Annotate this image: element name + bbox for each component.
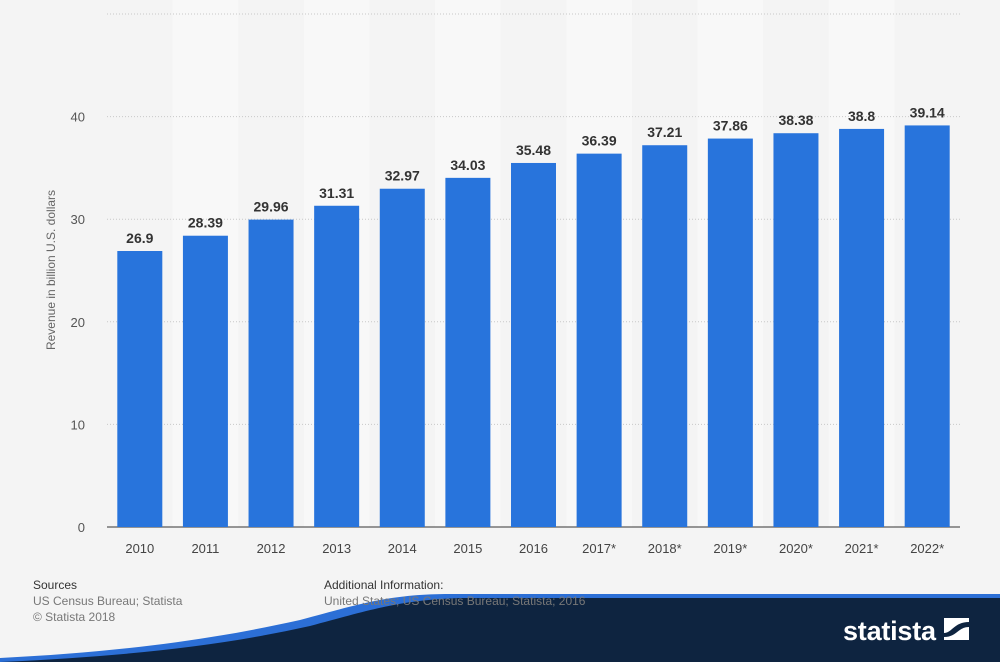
bar-2019 — [707, 138, 753, 527]
data-label: 32.97 — [385, 168, 420, 184]
data-label: 37.21 — [647, 124, 682, 140]
data-label: 31.31 — [319, 185, 354, 201]
data-label: 29.96 — [254, 199, 289, 215]
x-tick-label: 2011 — [191, 541, 219, 556]
y-tick-label: 40 — [71, 110, 85, 125]
bar-2016 — [511, 162, 556, 527]
bar-2015 — [445, 177, 491, 527]
x-tick-label: 2021* — [845, 541, 879, 556]
bar-2010 — [117, 251, 163, 528]
data-label: 39.14 — [910, 104, 945, 120]
x-tick-label: 2019* — [713, 541, 747, 556]
bar-2020 — [773, 133, 819, 528]
bar-2022 — [904, 125, 950, 528]
data-label: 35.48 — [516, 142, 551, 158]
bar-2013 — [314, 205, 360, 527]
bar-2011 — [182, 235, 228, 527]
y-tick-label: 0 — [78, 520, 85, 535]
data-label: 38.8 — [848, 108, 875, 124]
statista-logo-text: statista — [843, 616, 937, 646]
x-tick-label: 2013 — [322, 541, 351, 556]
statista-logo-banner: statista — [0, 594, 1000, 662]
data-label: 34.03 — [450, 157, 485, 173]
bar-2021 — [839, 128, 885, 528]
x-tick-label: 2018* — [648, 541, 682, 556]
additional-info-title: Additional Information: — [324, 578, 444, 592]
sources-line: US Census Bureau; Statista — [33, 594, 183, 608]
x-tick-label: 2012 — [257, 541, 286, 556]
y-tick-label: 20 — [71, 315, 85, 330]
sources-title: Sources — [33, 578, 78, 592]
x-tick-label: 2017* — [582, 541, 616, 556]
y-tick-label: 30 — [71, 212, 85, 227]
copyright-line: © Statista 2018 — [33, 610, 116, 624]
y-tick-label: 10 — [71, 417, 85, 432]
data-label: 26.9 — [126, 230, 153, 246]
x-tick-label: 2015 — [453, 541, 482, 556]
y-axis-label: Revenue in billion U.S. dollars — [44, 190, 58, 350]
bar-2017 — [576, 153, 622, 527]
x-tick-label: 2014 — [388, 541, 417, 556]
bar-2014 — [379, 188, 425, 528]
bar-2018 — [642, 145, 688, 527]
data-label: 28.39 — [188, 215, 223, 231]
data-label: 38.38 — [778, 112, 813, 128]
sources-block: Sources US Census Bureau; Statista © Sta… — [33, 577, 182, 625]
x-tick-label: 2020* — [779, 541, 813, 556]
statista-logo-icon — [944, 618, 969, 640]
data-label: 36.39 — [582, 133, 617, 149]
x-tick-label: 2010 — [125, 541, 154, 556]
additional-info-block: Additional Information: United States; U… — [324, 577, 585, 609]
bar-2012 — [248, 219, 294, 527]
data-label: 37.86 — [713, 118, 748, 134]
additional-info-text: United States; US Census Bureau; Statist… — [324, 594, 586, 608]
x-tick-label: 2022* — [910, 541, 944, 556]
x-tick-label: 2016 — [519, 541, 548, 556]
